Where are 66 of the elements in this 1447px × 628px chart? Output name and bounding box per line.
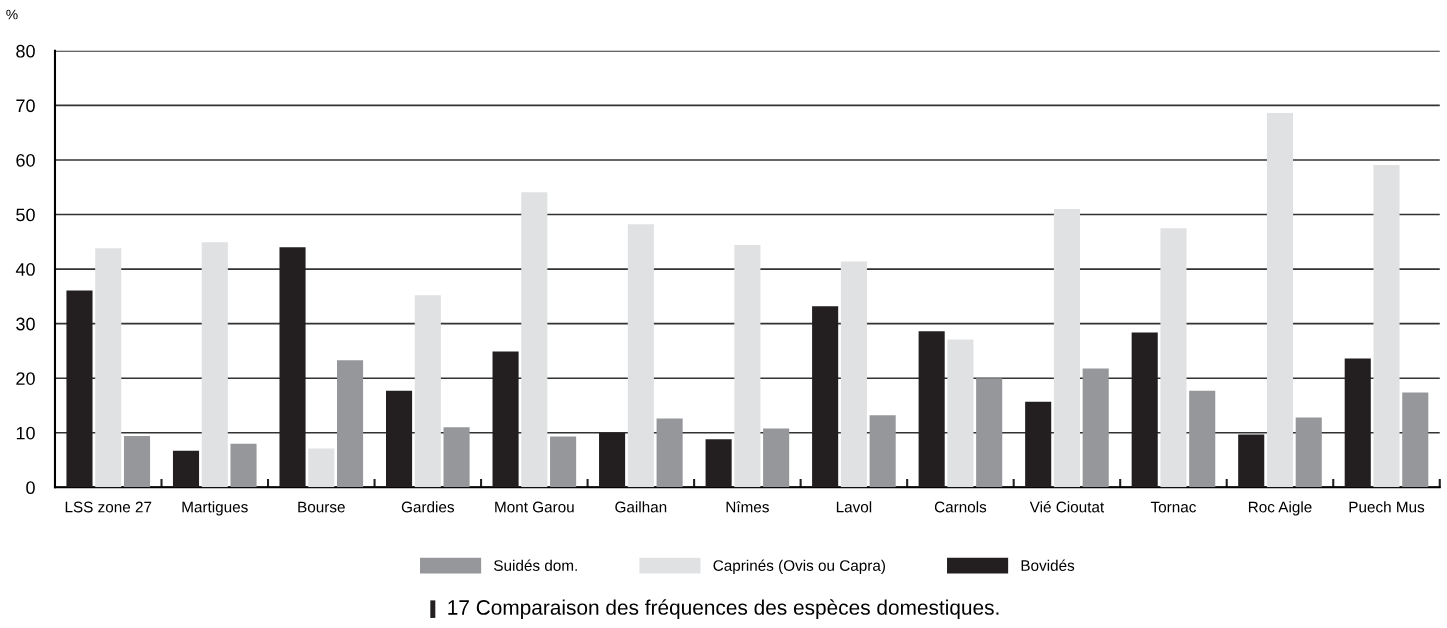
bar bbox=[1373, 164, 1400, 488]
bar bbox=[1402, 392, 1429, 488]
bar bbox=[840, 261, 867, 488]
x-tick-label: Vié Cioutat bbox=[1029, 501, 1105, 513]
y-tick-label: 40 bbox=[15, 263, 35, 276]
x-tick-label: Roc Aigle bbox=[1248, 501, 1312, 516]
bar bbox=[201, 242, 228, 488]
bar bbox=[308, 448, 335, 488]
x-tick-label: Nîmes bbox=[726, 501, 769, 513]
bar bbox=[705, 439, 732, 488]
bar bbox=[414, 295, 441, 488]
legend-label: Caprinés (Ovis ou Capra) bbox=[713, 559, 885, 574]
x-tick-label: Martigues bbox=[182, 501, 248, 516]
bar bbox=[337, 360, 364, 488]
bar bbox=[172, 450, 200, 488]
bar bbox=[1266, 113, 1294, 488]
bar bbox=[492, 351, 519, 488]
y-tick-label: 60 bbox=[16, 153, 35, 167]
bar bbox=[976, 378, 1003, 488]
bar bbox=[656, 418, 683, 488]
x-tick-label: Gardies bbox=[401, 501, 455, 513]
bar bbox=[918, 331, 945, 488]
legend-label: Bovidés bbox=[1021, 559, 1075, 571]
bar bbox=[1025, 401, 1052, 488]
bar bbox=[550, 436, 577, 488]
bar bbox=[1295, 417, 1322, 488]
bar bbox=[230, 443, 257, 488]
x-tick-label: Carnols bbox=[934, 501, 987, 513]
x-tick-label: Gailhan bbox=[615, 501, 667, 513]
bar bbox=[1053, 209, 1080, 488]
bar bbox=[734, 245, 761, 488]
bar bbox=[123, 436, 151, 488]
y-axis-title: % bbox=[6, 9, 18, 20]
y-tick-label: 50 bbox=[16, 208, 35, 222]
y-tick-label: 0 bbox=[26, 481, 35, 495]
x-tick-label: Tornac bbox=[1150, 501, 1196, 513]
bar bbox=[599, 432, 626, 488]
bar bbox=[1238, 434, 1265, 488]
bar bbox=[869, 415, 896, 488]
bar bbox=[947, 339, 974, 488]
text: 17 Comparaison des fréquences des espèces domestiques. bbox=[448, 599, 999, 619]
bar bbox=[521, 192, 548, 488]
bar bbox=[627, 224, 654, 488]
bar bbox=[95, 248, 122, 488]
legend-label: Suidés dom. bbox=[494, 559, 577, 571]
bar bbox=[812, 306, 839, 488]
bar bbox=[66, 290, 93, 488]
bar bbox=[1189, 390, 1216, 488]
x-tick-label: Mont Garou bbox=[495, 501, 574, 513]
y-tick-label: 30 bbox=[16, 317, 35, 331]
bar bbox=[1160, 228, 1187, 488]
bar bbox=[443, 427, 470, 488]
x-tick-label: LSS zone 27 bbox=[65, 501, 152, 513]
y-tick-label: 70 bbox=[16, 99, 35, 113]
y-tick-label: 20 bbox=[16, 372, 35, 385]
x-tick-label: Lavol bbox=[836, 501, 872, 513]
bar bbox=[1344, 358, 1371, 488]
x-tick-label: Puech Mus bbox=[1349, 501, 1425, 513]
bar bbox=[1082, 368, 1109, 488]
y-tick-label: 10 bbox=[16, 426, 35, 440]
y-tick-label: 80 bbox=[16, 44, 35, 58]
x-tick-label: Bourse bbox=[298, 501, 345, 513]
bar bbox=[763, 428, 790, 488]
bar bbox=[386, 390, 413, 488]
bar bbox=[279, 247, 306, 488]
bar bbox=[1131, 332, 1158, 488]
